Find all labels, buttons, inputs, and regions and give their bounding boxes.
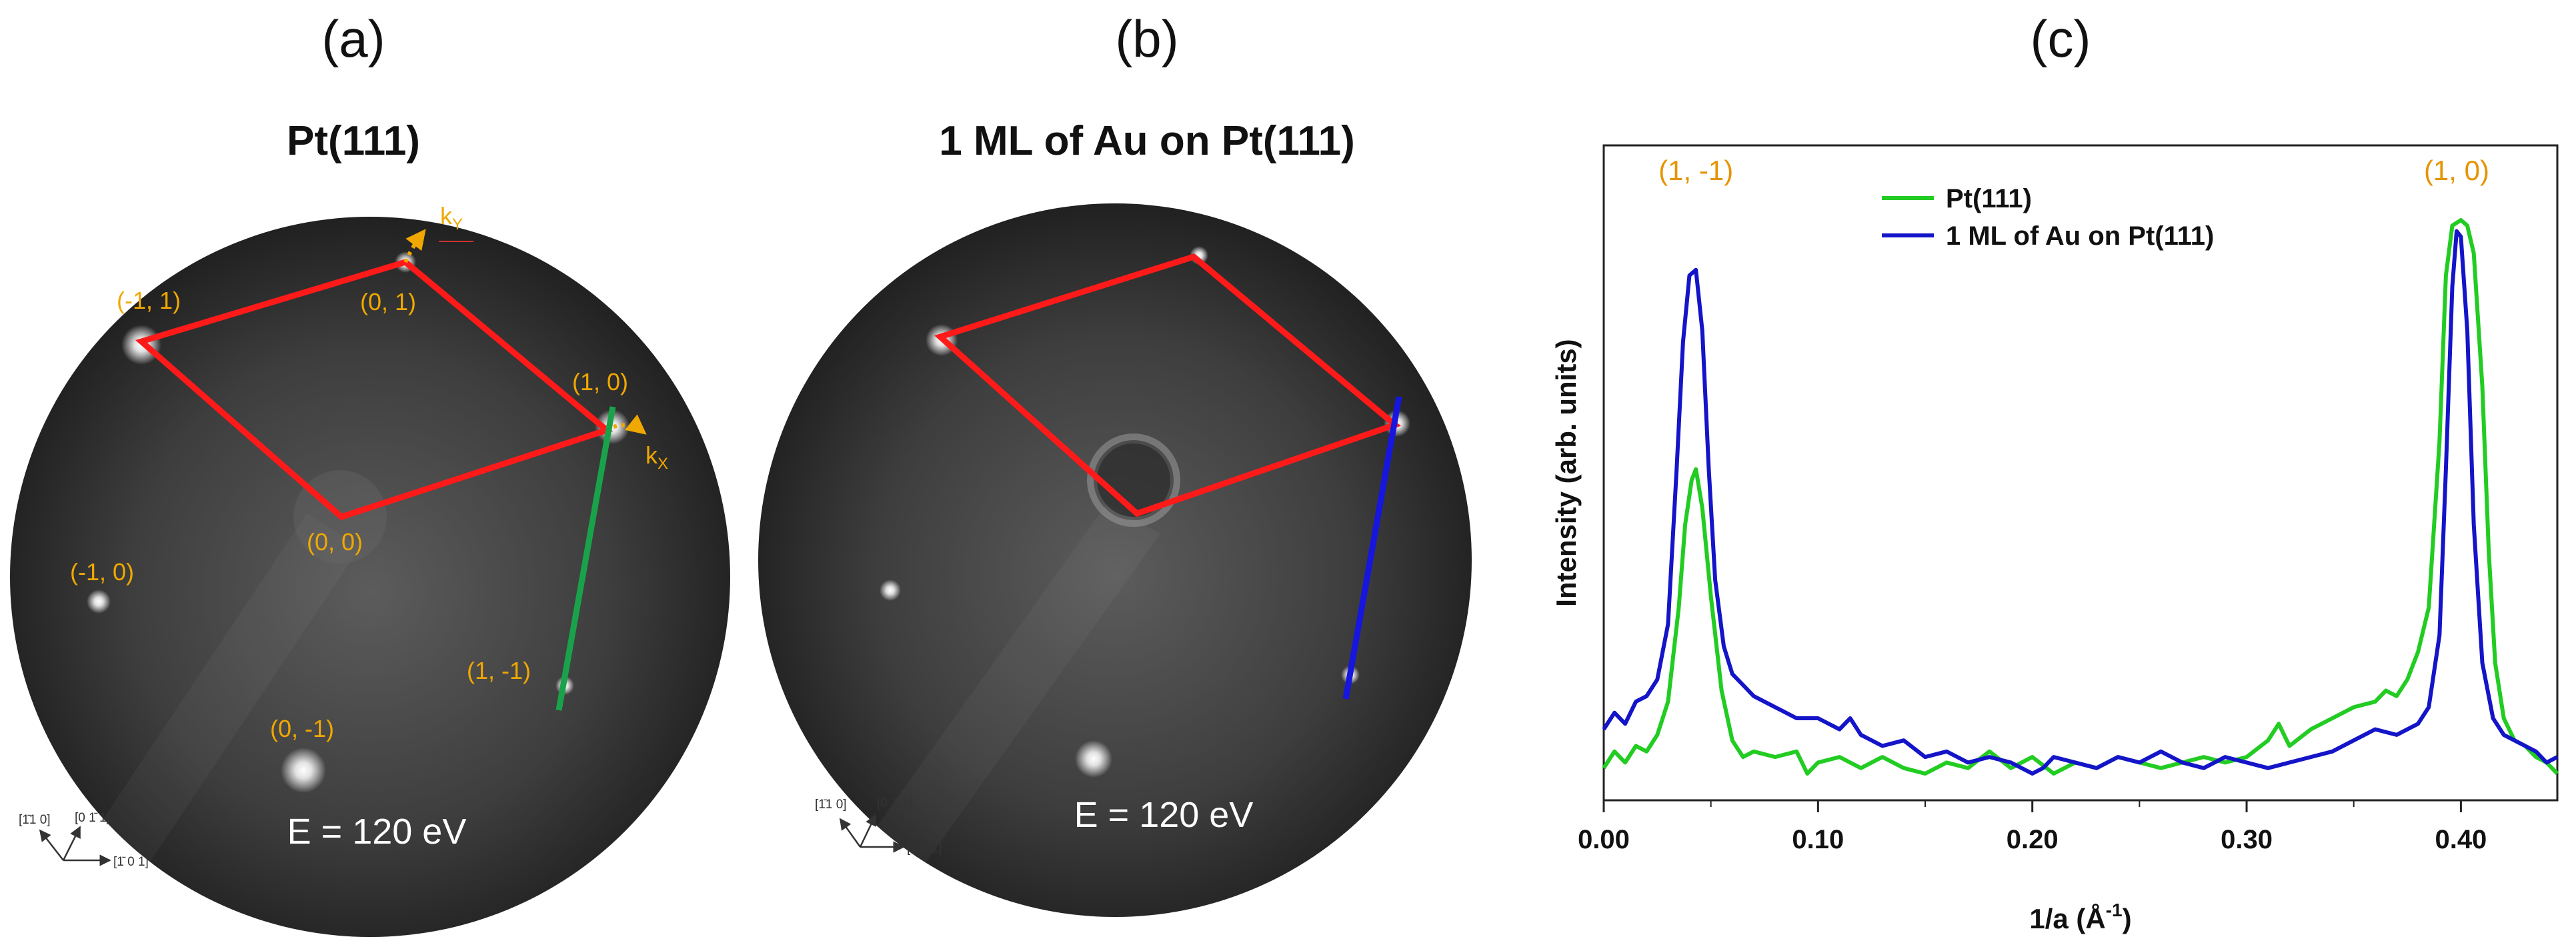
panel-b-title: 1 ML of Au on Pt(111) [939, 118, 1355, 164]
panel-c: (c) 0.00 0.10 0.20 0.30 0.40 Intensity (arb.… [1550, 9, 2559, 934]
axis-label-a-1: [1̄1 0] [19, 813, 51, 827]
panel-b: (b) 1 ML of Au on Pt(111) E = 120 eV [1̄… [758, 9, 1472, 917]
energy-label-b: E = 120 eV [1074, 795, 1254, 835]
spot-a-m1-0 [87, 590, 111, 614]
legend: Pt(111) 1 ML of Au on Pt(111) [1882, 184, 2214, 251]
beam-shadow-a [80, 514, 360, 887]
panel-a-label: (a) [321, 9, 385, 68]
panel-b-label: (b) [1115, 9, 1178, 68]
plot-frame [1602, 144, 2559, 802]
spot-label-0-m1: (0, -1) [270, 715, 334, 742]
legend-label-pt: Pt(111) [1946, 184, 2032, 213]
x-tick-label: 0.00 [1578, 825, 1630, 854]
spot-label-1-0: (1, 0) [572, 368, 628, 395]
crystal-axes-a: [1̄1 0] [0 1̄ 1] [1̄ 0 1] [19, 811, 149, 869]
peak-annotation-1: (1, -1) [1658, 155, 1733, 186]
x-tick-label: 0.20 [2007, 825, 2059, 854]
crystal-axes-b: [1̄1 0] [0 1̄ 1] [1̄ 0 1] [815, 796, 942, 856]
legend-label-au: 1 ML of Au on Pt(111) [1946, 221, 2214, 251]
intensity-chart: 0.00 0.10 0.20 0.30 0.40 Intensity (arb. uni… [1550, 144, 2559, 934]
peak-annotations: (1, -1) (1, 0) [1658, 155, 2489, 186]
axis-label-a-3: [1̄ 0 1] [113, 855, 149, 869]
profile-line-b [1342, 396, 1402, 700]
x-tick-label: 0.40 [2435, 825, 2487, 854]
series-line-au-on-pt111 [1602, 229, 2559, 776]
x-ticks: 0.00 0.10 0.20 0.30 0.40 [1578, 800, 2487, 854]
axis-label-b-2: [0 1̄ 1] [877, 796, 912, 810]
spot-label-m1-1: (-1, 1) [117, 287, 181, 314]
axis-label-b-1: [1̄1 0] [815, 798, 847, 812]
curves [1602, 218, 2559, 776]
spot-label-0-1: (0, 1) [360, 288, 416, 315]
spot-label-0-0: (0, 0) [307, 528, 363, 556]
electron-gun-ring-b [1087, 433, 1180, 527]
ky-arrow [403, 229, 426, 263]
spot-b-0-m1 [1075, 740, 1112, 778]
peak-annotation-2: (1, 0) [2424, 155, 2489, 186]
panel-c-label: (c) [2031, 9, 2091, 68]
spot-b-m1-0 [880, 580, 901, 601]
panel-a-title: Pt(111) [287, 118, 420, 164]
x-axis-label: 1/a (Å-1) [2029, 900, 2131, 934]
axis-label-b-3: [1̄ 0 1] [907, 842, 942, 856]
beam-shadow-b [867, 504, 1160, 870]
electron-gun-b [1097, 443, 1170, 517]
x-tick-label: 0.10 [1792, 825, 1844, 854]
axis-label-a-2: [0 1̄ 1] [75, 811, 110, 825]
energy-label-a: E = 120 eV [287, 812, 467, 852]
ky-label: kY [440, 202, 463, 233]
spot-label-m1-0: (-1, 0) [70, 558, 134, 586]
spot-label-1-m1: (1, -1) [467, 657, 531, 684]
kx-arrow [613, 414, 647, 435]
panel-a: (a) Pt(111) kY kX (-1, 1) (0, 1) (1, 0) … [10, 9, 730, 937]
leed-pattern-a [10, 217, 730, 937]
spot-a-0-m1 [281, 748, 326, 793]
y-axis-label: Intensity (arb. units) [1550, 339, 1582, 606]
kx-label: kX [646, 441, 668, 473]
profile-line-a [555, 406, 616, 711]
leed-pattern-b [758, 203, 1472, 917]
x-tick-label: 0.30 [2221, 825, 2273, 854]
